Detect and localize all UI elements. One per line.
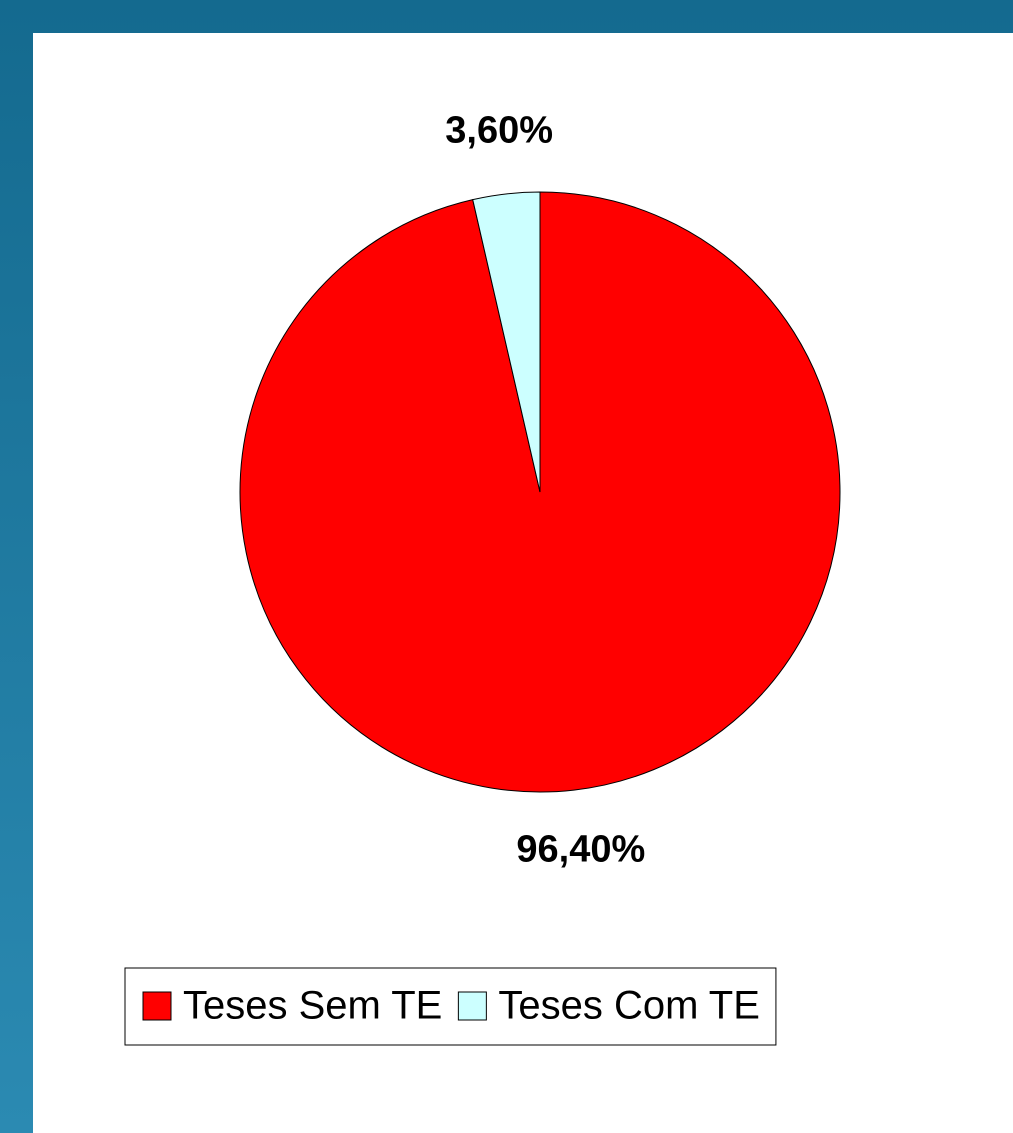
legend-label: Teses Com TE [498,984,760,1028]
data-label: 3,60% [445,109,553,151]
data-label: 96,40% [516,829,645,871]
legend-label: Teses Sem TE [183,984,442,1028]
pie-slice [472,191,541,493]
legend-box [124,967,777,1046]
legend-swatch [142,991,172,1021]
legend-swatch [457,991,487,1021]
